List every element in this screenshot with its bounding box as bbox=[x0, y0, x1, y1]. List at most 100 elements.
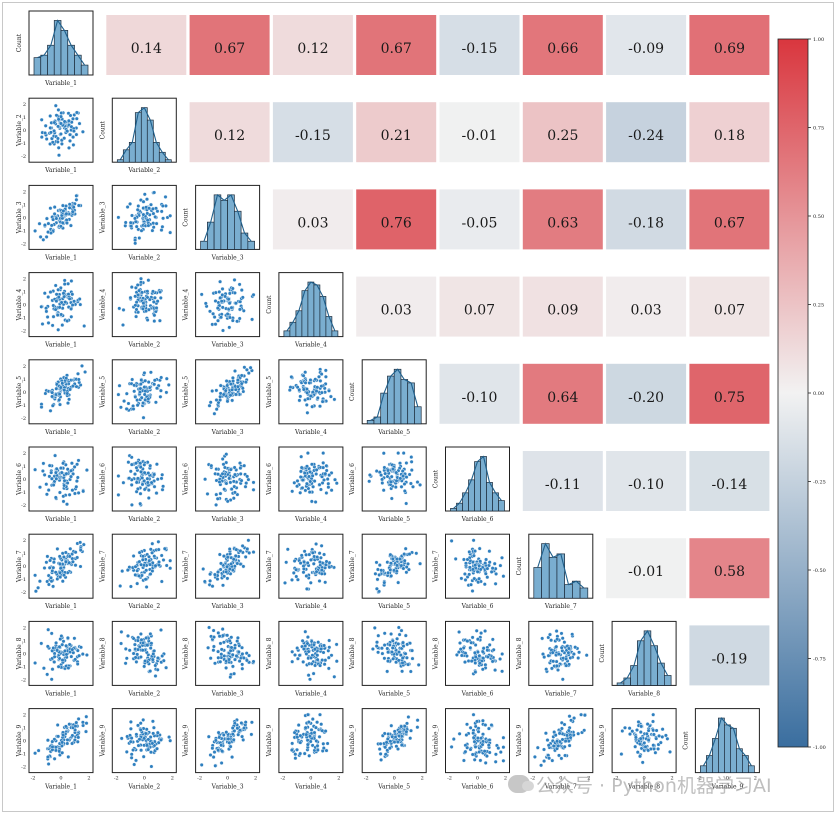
scatter-point bbox=[74, 132, 79, 137]
corr-label: 0.03 bbox=[297, 215, 328, 231]
scatter-point bbox=[153, 214, 158, 219]
corr-cell bbox=[189, 15, 270, 75]
corr-label: 0.67 bbox=[381, 41, 412, 57]
scatter-point bbox=[48, 206, 53, 211]
xlabel: Variable_1 bbox=[44, 80, 77, 87]
xlabel: Variable_1 bbox=[44, 167, 77, 174]
scatter-point bbox=[40, 322, 45, 327]
corr-cell bbox=[606, 189, 687, 250]
ylabel: Count bbox=[99, 120, 106, 139]
scatter-point bbox=[62, 136, 67, 141]
scatter-point bbox=[152, 190, 157, 195]
scatter-point bbox=[64, 211, 69, 216]
scatter-point bbox=[43, 123, 48, 128]
scatter-point bbox=[62, 119, 67, 124]
scatter-point bbox=[77, 121, 82, 126]
scatter-point bbox=[52, 120, 57, 125]
scatter-point bbox=[56, 287, 61, 292]
scatter-point bbox=[140, 290, 145, 295]
y-tick-label: 0 bbox=[23, 128, 26, 134]
scatter-point bbox=[53, 103, 58, 108]
corr-cell bbox=[356, 189, 437, 250]
kde-line bbox=[203, 193, 252, 242]
scatter-point bbox=[60, 323, 65, 328]
scatter-point bbox=[140, 306, 145, 311]
scatter-point bbox=[152, 319, 157, 324]
corr-cell bbox=[689, 102, 770, 163]
scatter-point bbox=[152, 295, 157, 300]
scatter-panel: Variable_3 bbox=[99, 184, 177, 250]
scatter-point bbox=[146, 307, 151, 312]
scatter-point bbox=[66, 118, 71, 123]
scatter-point bbox=[57, 153, 62, 158]
y-tick-label: -1 bbox=[21, 141, 26, 147]
y-tick-label: 2 bbox=[23, 277, 26, 283]
scatter-point bbox=[54, 292, 59, 297]
diag-hist: Count bbox=[99, 97, 177, 163]
scatter-point bbox=[123, 220, 128, 225]
kde-line bbox=[37, 19, 86, 66]
scatter-point bbox=[56, 117, 61, 122]
corr-label: -0.09 bbox=[628, 41, 664, 57]
scatter-point bbox=[42, 291, 47, 296]
scatter-point bbox=[41, 237, 46, 242]
scatter-point bbox=[150, 289, 155, 294]
scatter-point bbox=[132, 216, 137, 221]
scatter-point bbox=[151, 211, 156, 216]
pairplot-grid: Count Variable_1 0.14 0.67 0.12 0.67 -0.15 0.66… bbox=[16, 10, 770, 791]
scatter-point bbox=[42, 223, 47, 228]
scatter-point bbox=[38, 234, 43, 239]
corr-label: 0.69 bbox=[714, 41, 745, 57]
corr-label: 0.18 bbox=[714, 128, 745, 144]
y-tick-label: -2 bbox=[21, 154, 26, 160]
scatter-point bbox=[53, 283, 58, 288]
colorbar-tick-label: 0.50 bbox=[813, 214, 824, 220]
y-tick-label: -2 bbox=[21, 329, 26, 335]
scatter-point bbox=[158, 295, 163, 300]
scatter-point bbox=[133, 241, 138, 246]
scatter-point bbox=[80, 129, 85, 134]
scatter-point bbox=[67, 205, 72, 210]
scatter-panel: Variable_42 1 0 -1 -2 bbox=[16, 272, 94, 338]
xlabel: Variable_3 bbox=[211, 254, 244, 261]
scatter-point bbox=[44, 309, 49, 314]
scatter-point bbox=[133, 294, 138, 299]
colorbar-tick-label: 0.75 bbox=[813, 126, 824, 132]
scatter-point bbox=[70, 303, 75, 308]
corr-label: 0.63 bbox=[547, 215, 578, 231]
axes-frame bbox=[28, 97, 94, 163]
scatter-point bbox=[61, 208, 66, 213]
scatter-point bbox=[134, 307, 139, 312]
scatter-point bbox=[71, 142, 76, 147]
colorbar: 1.00 0.75 0.50 0.25 0.00 -0.25 -0.50 -0.75 -1.00 bbox=[777, 37, 826, 751]
ylabel: Variable_4 bbox=[16, 288, 23, 321]
scatter-point bbox=[77, 297, 82, 302]
corr-cell bbox=[522, 102, 603, 163]
scatter-point bbox=[144, 197, 149, 202]
scatter-point bbox=[116, 215, 121, 220]
scatter-point bbox=[158, 290, 163, 295]
scatter-point bbox=[68, 223, 73, 228]
y-tick-label: 2 bbox=[23, 102, 26, 108]
scatter-point bbox=[161, 216, 166, 221]
scatter-point bbox=[168, 213, 173, 218]
axes-frame bbox=[111, 184, 177, 250]
y-tick-label: 1 bbox=[23, 115, 26, 121]
scatter-point bbox=[146, 223, 151, 228]
scatter-point bbox=[133, 303, 138, 308]
scatter-point bbox=[50, 323, 55, 328]
scatter-point bbox=[52, 128, 57, 133]
scatter-point bbox=[120, 323, 125, 328]
scatter-point bbox=[43, 130, 48, 135]
scatter-point bbox=[148, 202, 153, 207]
corr-label: -0.15 bbox=[295, 128, 331, 144]
xlabel: Variable_2 bbox=[127, 254, 160, 261]
scatter-point bbox=[52, 205, 57, 210]
kde-line bbox=[119, 106, 169, 161]
corr-label: 0.12 bbox=[297, 41, 328, 57]
scatter-point bbox=[39, 135, 44, 140]
scatter-point bbox=[44, 136, 49, 141]
watermark-text: 公众号 · Python机器学习AI bbox=[536, 774, 772, 797]
corr-label: 0.21 bbox=[381, 128, 412, 144]
scatter-point bbox=[133, 285, 138, 290]
